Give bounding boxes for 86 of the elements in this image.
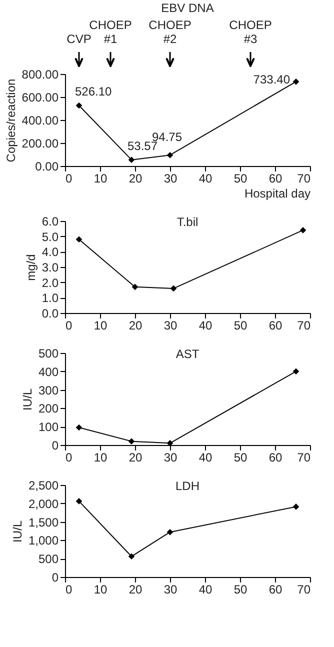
ref-line-label: CHOEP #3 [229, 18, 272, 46]
x-tick-label: 50 [234, 582, 248, 596]
x-tick-label: 60 [268, 318, 282, 332]
chart-title: T.bil [176, 215, 198, 229]
x-tick-label: 70 [297, 582, 311, 596]
x-tick-label: 30 [164, 582, 178, 596]
x-tick-label: 30 [164, 172, 178, 186]
x-tick-label: 40 [198, 450, 212, 464]
y-tick-label: 0 [52, 570, 59, 584]
chart-title: LDH [175, 479, 200, 493]
y-tick-label: 0.0 [42, 306, 59, 320]
y-tick-label: 200 [38, 402, 59, 416]
x-tick-label: 40 [198, 318, 212, 332]
chart-title: EBV DNA [161, 1, 214, 15]
x-tick-label: 20 [128, 450, 142, 464]
x-tick-label: 60 [268, 582, 282, 596]
x-tick-label: 10 [94, 172, 108, 186]
x-tick-label: 50 [234, 450, 248, 464]
point [292, 504, 300, 510]
y-tick-label: 1.0 [42, 291, 59, 306]
point [170, 285, 177, 292]
y-tick-label: 500 [38, 552, 59, 566]
x-tick-label: 40 [198, 172, 212, 186]
y-axis-title: IU/L [10, 520, 24, 543]
ref-line-label: CVP [66, 32, 92, 46]
point [76, 498, 82, 504]
x-tick-label: 70 [297, 172, 311, 186]
x-tick-label: 70 [297, 318, 311, 332]
y-tick-label: 0 [52, 438, 59, 452]
data-label: 526.10 [75, 84, 112, 98]
x-tick-label: 20 [128, 582, 142, 596]
point [300, 227, 306, 234]
x-tick-label: 10 [94, 450, 108, 464]
y-tick-label: 1,000 [28, 534, 59, 548]
y-tick-label: 5.0 [42, 230, 59, 244]
y-axis-title: mg/d [24, 254, 38, 281]
y-tick-label: 4.0 [42, 245, 59, 260]
y-tick-label: 400 [38, 364, 59, 379]
x-tick-label: 10 [94, 318, 108, 332]
y-tick-label: 200.00 [22, 136, 59, 150]
point [128, 156, 135, 163]
y-tick-label: 3.0 [42, 260, 59, 274]
y-tick-label: 100 [38, 420, 59, 434]
chart-title: AST [176, 347, 200, 361]
y-tick-label: 0.00 [35, 160, 59, 174]
x-tick-label: 30 [164, 318, 178, 332]
x-tick-label: 50 [234, 172, 248, 186]
x-tick-label: 40 [198, 582, 212, 596]
y-tick-label: 500 [38, 346, 59, 360]
x-tick-label: 60 [268, 450, 282, 464]
x-tick-label: 0 [66, 582, 72, 596]
data-label: 733.40 [253, 72, 290, 87]
point [76, 424, 82, 431]
y-tick-label: 2,500 [28, 478, 59, 492]
x-tick-label: 60 [268, 172, 282, 186]
point [76, 102, 82, 109]
y-tick-label: 2,000 [28, 496, 59, 511]
y-tick-label: 6.0 [42, 214, 59, 228]
point [292, 78, 300, 85]
point [128, 438, 135, 444]
point [76, 236, 82, 243]
y-tick-label: 400.00 [22, 114, 59, 128]
y-axis-title: Copies/reaction [4, 78, 18, 162]
point [132, 284, 138, 290]
point [166, 440, 174, 446]
x-tick-label: 10 [94, 582, 108, 596]
x-tick-label: 20 [128, 318, 142, 332]
x-tick-label: 20 [128, 172, 142, 186]
x-tick-label: 0 [66, 318, 72, 332]
x-tick-label: 0 [66, 172, 72, 186]
x-tick-label: 70 [297, 450, 311, 464]
y-tick-label: 300 [38, 383, 59, 398]
y-axis-title: IU/L [20, 388, 34, 411]
y-tick-label: 1,500 [28, 515, 59, 530]
x-axis-title: Hospital day [244, 186, 310, 200]
ref-line-label: CHOEP #2 [148, 18, 192, 46]
x-tick-label: 30 [164, 450, 178, 464]
y-tick-label: 2.0 [42, 276, 59, 290]
point [166, 528, 174, 536]
x-tick-label: 50 [234, 318, 248, 332]
y-tick-label: 800.00 [22, 68, 59, 82]
point [128, 553, 135, 560]
x-tick-label: 0 [66, 450, 72, 464]
y-tick-label: 600.00 [22, 90, 59, 104]
point [166, 152, 174, 158]
point [292, 368, 300, 375]
